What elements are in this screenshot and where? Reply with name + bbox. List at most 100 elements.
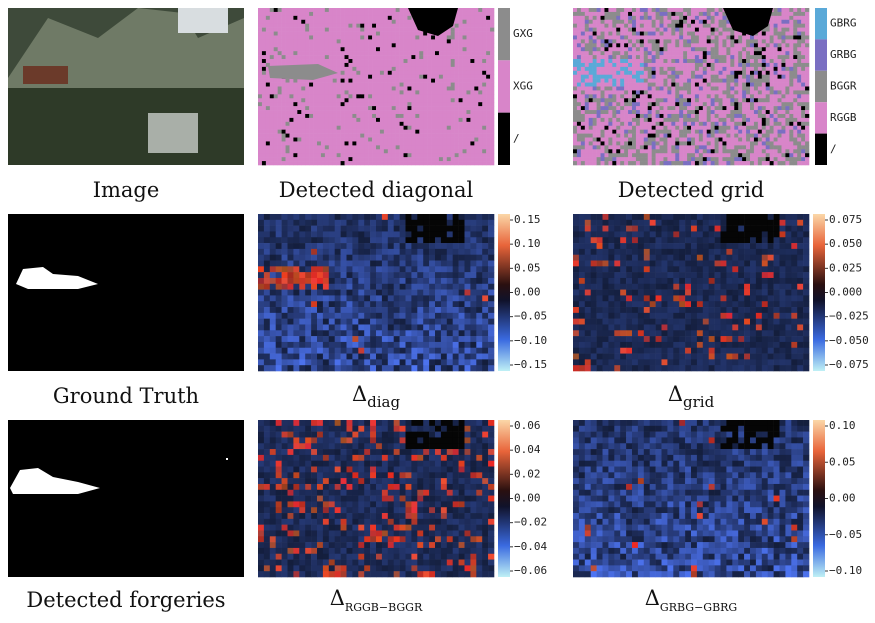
pixel — [746, 78, 751, 83]
pixel — [474, 70, 479, 76]
pixel — [694, 90, 700, 95]
pixel — [671, 98, 676, 103]
pixel — [667, 141, 672, 146]
pixel — [360, 47, 365, 52]
pixel — [600, 55, 605, 60]
pixel — [588, 133, 593, 138]
pixel — [399, 161, 404, 166]
pixel — [632, 47, 637, 52]
pixel — [379, 27, 385, 32]
pixel — [399, 219, 406, 226]
pixel — [765, 102, 770, 107]
pixel — [411, 82, 416, 87]
pixel — [628, 70, 633, 76]
pixel — [604, 141, 609, 146]
pixel — [258, 149, 263, 154]
pixel — [596, 59, 601, 64]
pixel — [458, 153, 463, 158]
pixel — [446, 86, 452, 91]
pixel — [632, 110, 637, 115]
pixel — [592, 121, 597, 127]
pixel — [387, 47, 393, 52]
pixel — [336, 90, 341, 95]
pixel — [746, 110, 751, 115]
pixel — [651, 19, 656, 24]
pixel — [299, 219, 306, 226]
pixel — [427, 55, 432, 60]
pixel — [442, 62, 448, 68]
pixel — [714, 39, 719, 44]
pixel — [293, 157, 298, 162]
pixel — [801, 31, 806, 36]
pixel — [683, 74, 688, 79]
pixel — [592, 74, 597, 79]
pixel — [730, 110, 735, 115]
pixel — [261, 43, 267, 48]
pixel — [376, 82, 381, 87]
pixel — [360, 98, 365, 103]
pixel — [419, 90, 424, 95]
pixel — [679, 153, 684, 158]
pixel — [470, 27, 475, 32]
pixel — [446, 141, 452, 146]
pixel — [765, 129, 770, 134]
pixel — [639, 129, 645, 134]
pixel — [714, 66, 719, 72]
pixel — [429, 214, 436, 221]
pixel — [738, 74, 743, 79]
pixel — [411, 62, 416, 68]
pixel — [263, 225, 271, 232]
pixel — [423, 94, 428, 99]
pixel — [643, 110, 649, 115]
pixel — [387, 8, 393, 13]
pixel — [789, 66, 794, 72]
pixel — [482, 55, 487, 60]
pixel — [458, 86, 463, 91]
pixel — [793, 161, 798, 166]
pixel — [596, 106, 601, 111]
pixel — [324, 110, 330, 115]
pixel — [352, 110, 357, 115]
pixel — [592, 137, 597, 142]
pixel — [391, 8, 396, 13]
pixel — [659, 27, 664, 32]
pixel — [683, 113, 688, 119]
pixel — [769, 117, 774, 123]
pixel — [265, 141, 271, 146]
pixel — [789, 55, 794, 60]
pixel — [344, 31, 349, 36]
pixel — [671, 82, 676, 87]
pixel — [683, 98, 688, 103]
pixel — [734, 125, 739, 130]
pixel — [793, 19, 798, 24]
pixel — [395, 66, 400, 72]
pixel — [726, 55, 731, 60]
pixel — [297, 55, 302, 60]
pixel — [273, 43, 278, 48]
pixel — [576, 27, 582, 32]
pixel — [687, 19, 692, 24]
pixel — [301, 39, 306, 44]
pixel — [726, 145, 731, 150]
pixel — [261, 19, 267, 24]
pixel — [258, 74, 263, 79]
pixel — [261, 137, 267, 142]
pixel — [344, 145, 349, 150]
pixel — [608, 141, 613, 146]
pixel — [781, 35, 786, 40]
pixel — [781, 19, 786, 24]
pixel — [470, 125, 475, 130]
pixel — [675, 98, 680, 103]
pixel — [687, 27, 692, 32]
pixel — [773, 31, 778, 36]
pixel — [679, 141, 684, 146]
pixel — [738, 137, 743, 142]
pixel — [702, 157, 708, 162]
pixel — [773, 59, 778, 64]
pixel — [679, 86, 684, 91]
pixel — [600, 110, 605, 115]
pixel — [336, 113, 341, 119]
pixel — [281, 149, 286, 154]
pixel — [785, 149, 790, 154]
pixel — [624, 15, 629, 21]
